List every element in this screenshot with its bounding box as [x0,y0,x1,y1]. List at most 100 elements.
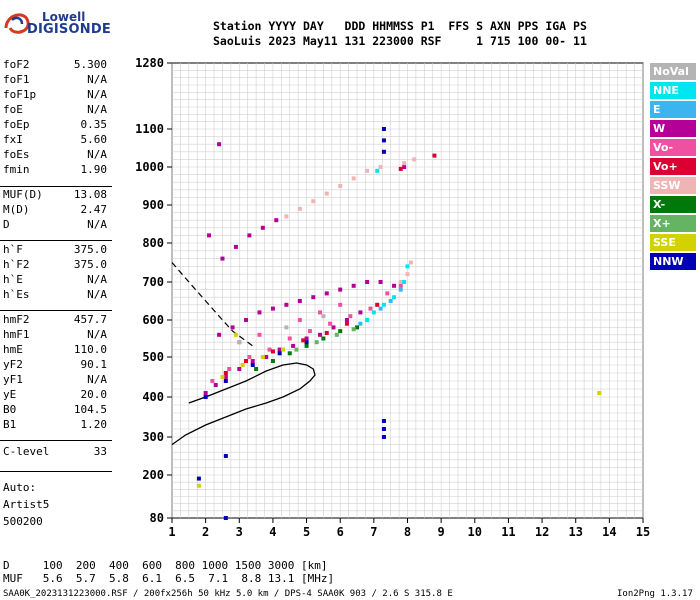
data-point [385,291,390,296]
param-value: N/A [87,103,107,116]
legend-item: NNE [650,82,696,99]
data-point [277,351,282,356]
data-point [196,483,201,488]
param-row: h`F 375.0 [3,243,107,257]
param-value: N/A [87,328,107,341]
data-point [392,295,397,300]
data-point [365,318,370,322]
data-point [244,359,249,363]
param-name: foF2 [3,58,30,71]
y-tick-label: 300 [142,430,164,444]
param-value: 5.300 [73,58,107,71]
data-point [405,272,410,277]
data-point [257,332,262,337]
data-point [402,165,407,169]
logo-text-lowell: Lowell [42,10,86,24]
data-point [405,264,410,269]
param-row: foE N/A [3,103,107,117]
data-point [321,314,326,319]
data-point [381,435,386,439]
chart-points [196,127,602,520]
param-row: h`Es N/A [3,288,107,302]
data-point [250,363,255,367]
param-value: 110.0 [73,343,107,356]
chart-curves [171,262,316,446]
param-row: yF2 90.1 [3,358,107,372]
data-point [287,336,292,341]
param-value: N/A [87,288,107,301]
param-row: foEp 0.35 [3,118,107,132]
param-name: fxI [3,133,23,146]
param-name: fmin [3,163,30,176]
data-point [381,149,386,154]
param-row: yF1 N/A [3,373,107,387]
chart-grid [171,62,644,519]
data-point [348,314,353,319]
data-point [338,329,343,334]
x-tick-label: 6 [337,525,344,539]
param-value: N/A [87,73,107,86]
data-point [284,325,289,330]
data-point [378,165,383,169]
data-point [247,355,252,359]
legend-item: E [650,101,696,118]
param-value: 104.5 [73,403,107,416]
auto-label: Auto: [3,481,37,494]
data-point [324,191,329,196]
data-point [270,306,275,311]
param-separator [0,471,112,472]
footer-muf-row: MUF 5.6 5.7 5.8 6.1 6.5 7.1 8.8 13.1 [MH… [3,572,335,585]
data-point [402,161,407,166]
data-point [270,349,275,354]
legend-item: NNW [650,253,696,270]
data-point [301,338,306,343]
data-point [223,516,228,520]
data-point [355,325,360,330]
data-point [297,206,302,211]
data-point [281,347,286,352]
chart-axes: 1 2 3 4 5 6 7 8 9 10 11 12 13 14 158020030040050060070… [135,56,650,539]
param-row: hmE 110.0 [3,343,107,357]
param-name: D [3,218,10,231]
x-tick-label: 10 [468,525,482,539]
data-point [351,327,356,332]
data-point [311,199,316,204]
param-row: hmF2 457.7 [3,313,107,327]
data-point [291,343,296,348]
param-value: 90.1 [80,358,108,371]
data-point [196,476,201,481]
data-point [230,325,235,330]
data-point [365,168,370,173]
y-tick-label: 200 [142,468,164,482]
y-tick-label: 800 [142,236,164,250]
data-point [233,244,238,249]
param-name: B0 [3,403,17,416]
x-tick-label: 1 [168,525,175,539]
param-name: h`E [3,273,23,286]
param-name: h`F [3,243,23,256]
param-name: yF2 [3,358,23,371]
x-tick-label: 12 [535,525,549,539]
data-point [331,325,336,330]
data-point [257,310,262,315]
data-point [381,302,386,307]
x-tick-label: 11 [501,525,515,539]
param-row: B0 104.5 [3,403,107,417]
data-point [351,283,356,288]
param-row: D N/A [3,218,107,232]
data-point [223,454,228,458]
data-point [398,280,403,284]
y-tick-label: 500 [142,350,164,364]
x-tick-label: 4 [269,525,276,539]
data-point [324,291,329,296]
x-tick-label: 3 [236,525,243,539]
data-point [240,363,245,367]
footer-distance-row: D 100 200 400 600 800 1000 1500 3000 [km… [3,559,328,572]
param-value: 13.08 [73,188,107,201]
data-point [307,329,312,334]
data-point [227,367,232,371]
param-name: foEs [3,148,30,161]
data-point [338,184,343,188]
param-value: 457.7 [73,313,107,326]
data-point [381,127,386,131]
